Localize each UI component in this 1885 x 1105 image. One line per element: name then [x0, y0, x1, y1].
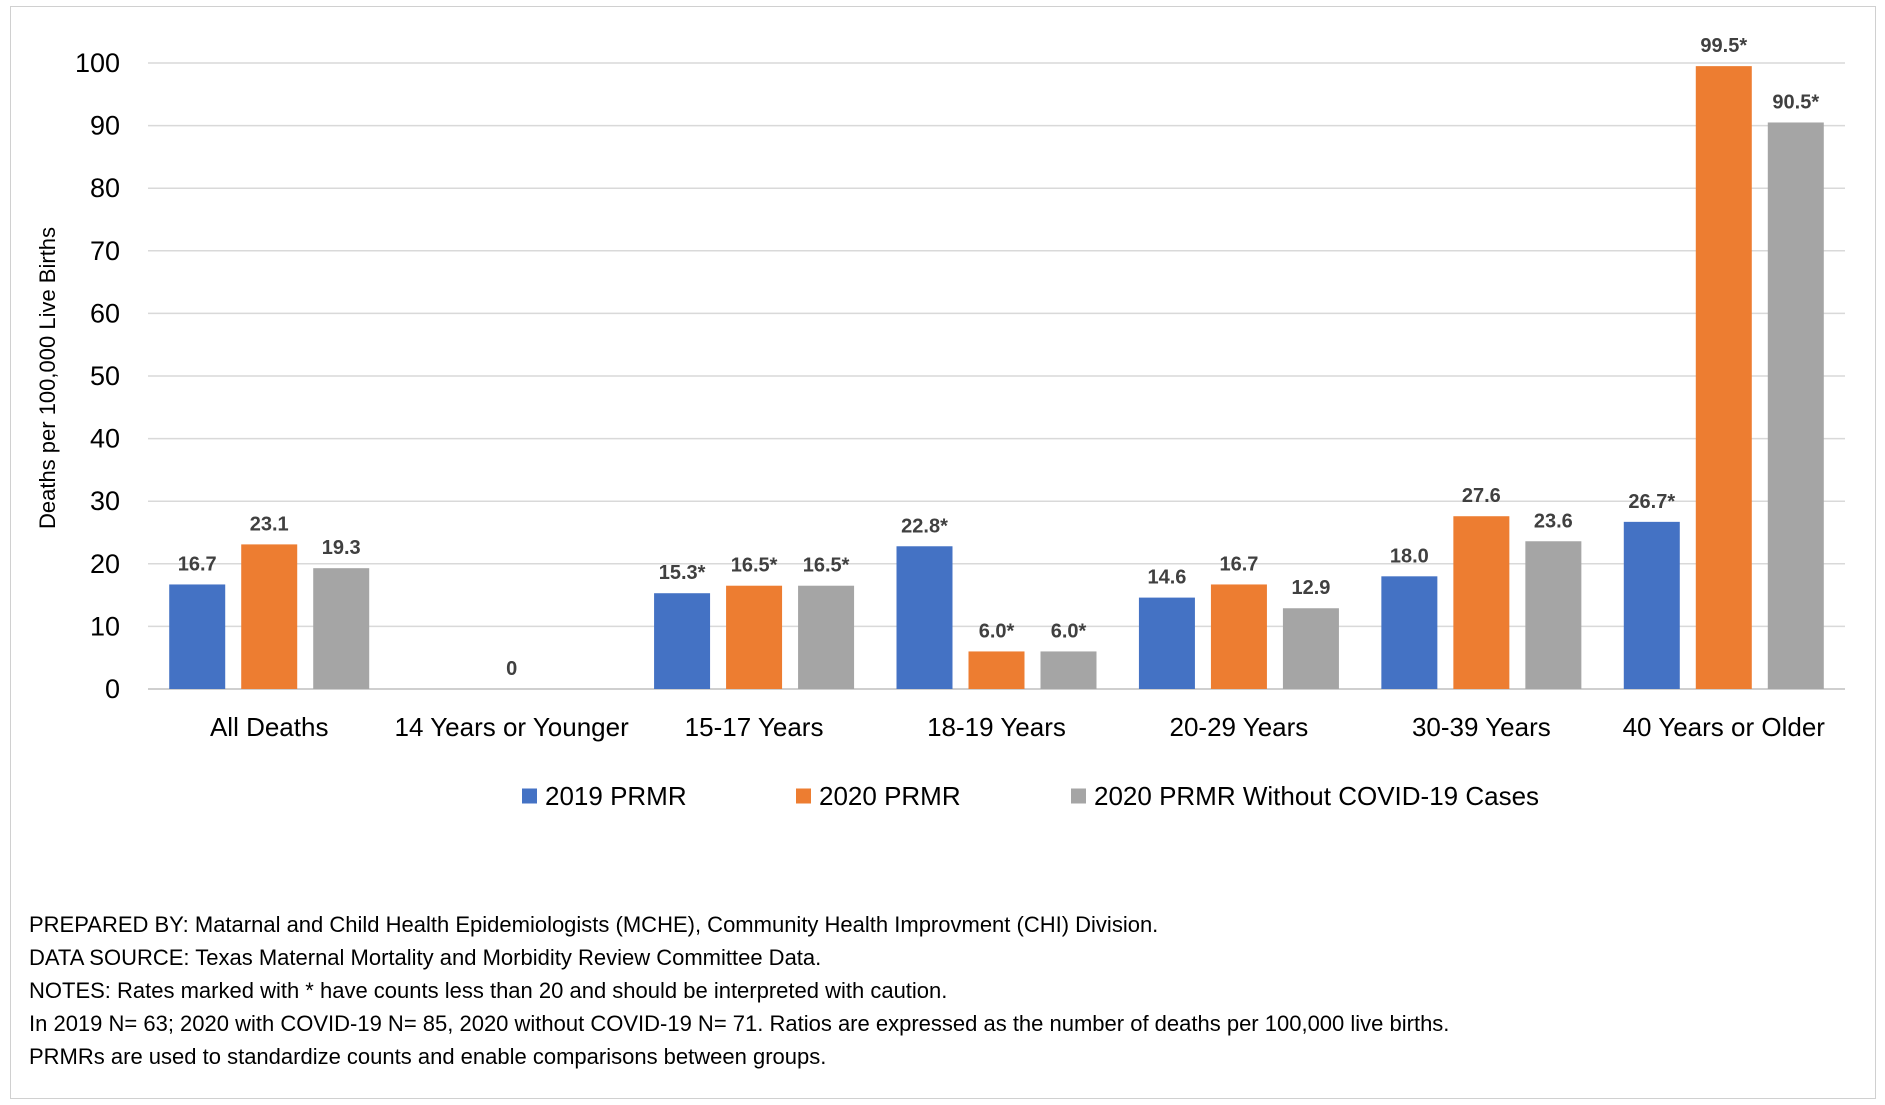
- data-labels: 16.7 23.1 19.3 0 15.3* 16.5* 16.5* 22.8* 6.0* 6.0…: [178, 35, 1820, 680]
- x-category-label: 15-17 Years: [685, 712, 824, 742]
- note-prmr-explanation: PRMRs are used to standardize counts and…: [29, 1044, 827, 1069]
- data-label: 6.0*: [1051, 620, 1087, 642]
- bar: [1525, 541, 1582, 689]
- data-label: 16.7: [178, 553, 217, 575]
- bar: [1381, 576, 1438, 689]
- data-label: 26.7*: [1628, 491, 1675, 513]
- data-label: 6.0*: [979, 620, 1015, 642]
- bar: [726, 585, 783, 689]
- y-tick-label: 90: [90, 111, 120, 141]
- data-label: 0: [506, 658, 517, 680]
- y-axis-ticks: 0 10 20 30 40 50 60 70 80 90 100: [75, 48, 120, 704]
- data-label: 14.6: [1147, 567, 1186, 589]
- x-category-label: 18-19 Years: [927, 712, 1066, 742]
- legend-item: 2020 PRMR: [796, 781, 961, 811]
- y-tick-label: 70: [90, 236, 120, 266]
- bar: [1138, 597, 1195, 689]
- data-label: 99.5*: [1700, 35, 1747, 57]
- data-label: 23.1: [250, 513, 289, 535]
- bar: [1453, 516, 1510, 689]
- legend-label: 2019 PRMR: [545, 781, 687, 811]
- y-tick-label: 60: [90, 298, 120, 328]
- bar: [313, 568, 370, 689]
- y-tick-label: 100: [75, 48, 120, 78]
- x-category-label: 20-29 Years: [1170, 712, 1309, 742]
- data-label: 90.5*: [1772, 91, 1819, 113]
- data-label: 12.9: [1291, 577, 1330, 599]
- legend-item: 2019 PRMR: [522, 781, 687, 811]
- legend: 2019 PRMR 2020 PRMR 2020 PRMR Without COVI…: [522, 781, 1539, 811]
- y-tick-label: 50: [90, 361, 120, 391]
- y-tick-label: 20: [90, 549, 120, 579]
- data-label: 16.5*: [803, 555, 850, 577]
- note-data-source: DATA SOURCE: Texas Maternal Mortality an…: [29, 945, 822, 970]
- x-category-label: 14 Years or Younger: [395, 712, 630, 742]
- legend-label: 2020 PRMR: [819, 781, 961, 811]
- bar: [1282, 608, 1339, 689]
- y-tick-label: 10: [90, 611, 120, 641]
- bar: [896, 546, 953, 689]
- bar: [654, 593, 711, 689]
- y-axis-label: Deaths per 100,000 Live Births: [35, 227, 60, 529]
- bar: [1210, 584, 1267, 689]
- data-label: 15.3*: [659, 562, 706, 584]
- x-category-label: 40 Years or Older: [1623, 712, 1826, 742]
- y-tick-label: 40: [90, 424, 120, 454]
- bar: [1767, 122, 1824, 690]
- legend-label: 2020 PRMR Without COVID-19 Cases: [1094, 781, 1539, 811]
- legend-swatch: [796, 788, 811, 804]
- data-label: 16.5*: [731, 555, 778, 577]
- bar: [1695, 66, 1752, 689]
- data-label: 19.3: [322, 537, 361, 559]
- data-label: 23.6: [1534, 510, 1573, 532]
- data-label: 22.8*: [901, 515, 948, 537]
- data-label: 27.6: [1462, 485, 1501, 507]
- legend-item: 2020 PRMR Without COVID-19 Cases: [1071, 781, 1539, 811]
- data-label: 16.7: [1219, 553, 1258, 575]
- note-caution: NOTES: Rates marked with * have counts l…: [29, 978, 948, 1003]
- bar: [1040, 651, 1097, 689]
- x-category-label: 30-39 Years: [1412, 712, 1551, 742]
- bars: [169, 66, 1824, 690]
- note-sample-sizes: In 2019 N= 63; 2020 with COVID-19 N= 85,…: [29, 1011, 1450, 1036]
- y-tick-label: 80: [90, 173, 120, 203]
- legend-swatch: [522, 788, 537, 804]
- legend-swatch: [1071, 788, 1086, 804]
- bar: [169, 584, 226, 689]
- gridlines: [148, 62, 1845, 690]
- bar: [1623, 521, 1680, 689]
- data-label: 18.0: [1390, 545, 1429, 567]
- bar: [798, 585, 855, 689]
- chart-notes: PREPARED BY: Matarnal and Child Health E…: [29, 908, 1449, 1073]
- y-tick-label: 30: [90, 486, 120, 516]
- note-prepared-by: PREPARED BY: Matarnal and Child Health E…: [29, 912, 1159, 937]
- bar: [968, 651, 1025, 689]
- bar-chart: 0 10 20 30 40 50 60 70 80 90 100 Deaths per 100,00…: [35, 35, 1845, 811]
- bar: [241, 544, 298, 689]
- x-category-label: All Deaths: [210, 712, 329, 742]
- x-axis-categories: All Deaths 14 Years or Younger 15-17 Years…: [210, 712, 1825, 742]
- y-tick-label: 0: [105, 674, 120, 704]
